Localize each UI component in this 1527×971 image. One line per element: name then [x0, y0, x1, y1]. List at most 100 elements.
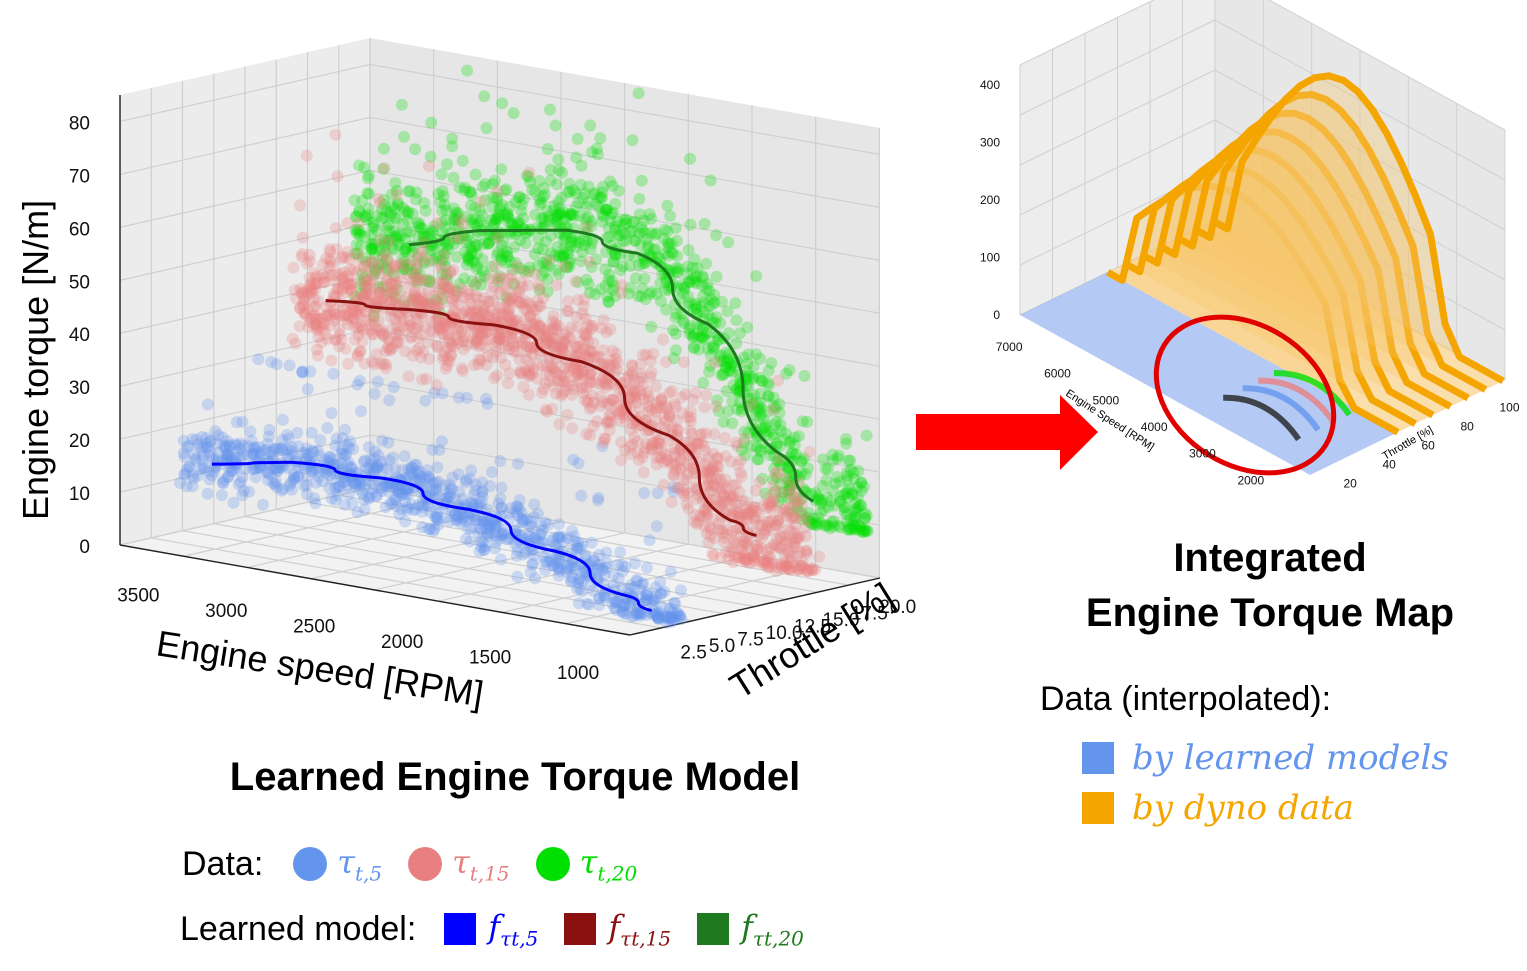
- data-point: [433, 444, 446, 456]
- data-point: [261, 466, 274, 479]
- data-point: [585, 237, 598, 250]
- data-point: [456, 154, 469, 167]
- data-point: [790, 448, 802, 461]
- data-point: [259, 443, 272, 456]
- data-point: [366, 483, 379, 496]
- data-point: [593, 599, 606, 612]
- data-point: [288, 472, 301, 485]
- data-point: [341, 217, 354, 230]
- data-point: [663, 602, 676, 615]
- data-point: [349, 477, 362, 490]
- data-point: [449, 507, 462, 520]
- grid-line-torque: [119, 434, 881, 526]
- data-point: [320, 252, 333, 265]
- data-point: [494, 492, 507, 505]
- data-point: [234, 437, 247, 450]
- data-point: [759, 419, 772, 432]
- data-point: [600, 546, 613, 559]
- data-point: [363, 462, 376, 475]
- data-point: [236, 489, 249, 502]
- data-point: [470, 248, 483, 261]
- data-point: [336, 447, 349, 460]
- data-point: [847, 518, 860, 531]
- data-point: [665, 616, 678, 628]
- data-point: [552, 164, 565, 177]
- data-point: [529, 572, 542, 585]
- data-point: [486, 466, 498, 478]
- data-point: [768, 418, 781, 431]
- data-point: [442, 487, 454, 500]
- data-point: [617, 599, 630, 611]
- data-point: [551, 240, 564, 253]
- data-point: [488, 260, 501, 273]
- data-point: [481, 527, 494, 539]
- data-point: [382, 485, 395, 498]
- data-point: [478, 512, 491, 525]
- data-point: [632, 87, 645, 100]
- interp-swatch-dyno: [1082, 792, 1114, 824]
- data-point: [524, 309, 536, 322]
- data-point: [178, 468, 191, 481]
- data-point: [547, 559, 560, 572]
- data-point: [496, 97, 509, 110]
- data-point: [378, 211, 391, 224]
- data-point: [403, 185, 416, 198]
- data-point: [418, 197, 431, 209]
- data-point: [553, 250, 565, 262]
- data-point: [571, 542, 584, 555]
- data-point: [722, 552, 735, 565]
- data-point: [717, 416, 730, 428]
- data-point: [437, 287, 450, 300]
- data-point: [542, 335, 555, 348]
- data-point: [662, 249, 674, 262]
- data-point: [266, 449, 279, 462]
- data-point: [333, 480, 346, 493]
- data-point: [494, 272, 507, 285]
- data-point: [411, 261, 424, 274]
- data-point: [571, 536, 584, 549]
- data-point: [789, 532, 802, 544]
- data-point: [475, 195, 488, 208]
- data-point: [378, 162, 391, 175]
- data-point: [543, 259, 556, 272]
- data-point: [390, 184, 403, 197]
- data-point: [252, 353, 265, 366]
- data-point: [382, 479, 395, 492]
- data-point: [647, 604, 660, 617]
- data-point: [523, 265, 536, 278]
- legend-swatch-tau5: [293, 847, 328, 882]
- data-point: [265, 446, 278, 459]
- data-point: [438, 479, 451, 492]
- data-point: [545, 247, 558, 259]
- data-point: [495, 528, 508, 541]
- data-point: [537, 243, 549, 256]
- data-point: [479, 177, 492, 190]
- data-point: [356, 487, 369, 500]
- data-point: [638, 487, 651, 500]
- data-point: [180, 480, 193, 493]
- data-point: [325, 407, 338, 420]
- data-point: [537, 291, 550, 304]
- data-point: [269, 462, 282, 475]
- data-point: [675, 613, 688, 626]
- data-point: [618, 598, 631, 611]
- data-point: [399, 488, 412, 501]
- data-point: [292, 461, 305, 474]
- data-point: [610, 603, 623, 616]
- data-point: [701, 278, 714, 291]
- data-point: [383, 454, 396, 467]
- data-point: [564, 240, 577, 253]
- data-point: [534, 519, 547, 532]
- data-point: [370, 461, 383, 474]
- data-point: [386, 200, 399, 212]
- data-point: [261, 437, 274, 450]
- data-point: [631, 607, 644, 620]
- data-point: [410, 474, 423, 487]
- data-point: [666, 605, 679, 618]
- data-point: [348, 479, 361, 492]
- data-point: [234, 450, 246, 463]
- data-point: [729, 297, 742, 310]
- data-point: [181, 441, 194, 454]
- data-point: [678, 484, 691, 497]
- data-point: [382, 264, 395, 277]
